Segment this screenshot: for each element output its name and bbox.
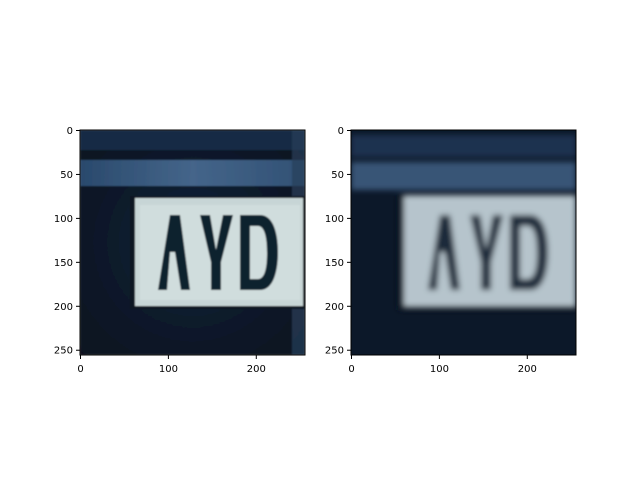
left-image bbox=[80, 130, 305, 355]
left-panel: 0 50 100 150 200 250 0 100 200 bbox=[54, 126, 306, 375]
left-plate-characters bbox=[158, 215, 278, 290]
right-ticks: 0 50 100 150 200 250 0 100 200 bbox=[325, 126, 537, 375]
right-ytick-label: 150 bbox=[325, 258, 344, 269]
left-xtick-label: 100 bbox=[159, 364, 178, 375]
left-ytick-label: 100 bbox=[54, 214, 73, 225]
right-xtick-label: 200 bbox=[518, 364, 537, 375]
left-xtick-label: 200 bbox=[247, 364, 266, 375]
right-ytick-label: 250 bbox=[325, 346, 344, 357]
left-ytick-label: 150 bbox=[54, 258, 73, 269]
right-plate-characters bbox=[428, 215, 548, 290]
left-ytick-label: 250 bbox=[54, 346, 73, 357]
right-panel: 0 50 100 150 200 250 0 100 200 bbox=[325, 126, 577, 375]
right-ytick-label: 200 bbox=[325, 302, 344, 313]
right-ytick-label: 100 bbox=[325, 214, 344, 225]
right-xtick-label: 0 bbox=[348, 364, 354, 375]
left-ytick-label: 200 bbox=[54, 302, 73, 313]
right-xtick-label: 100 bbox=[430, 364, 449, 375]
left-axes-frame bbox=[79, 129, 306, 356]
right-image bbox=[351, 130, 576, 355]
left-ytick-label: 50 bbox=[60, 170, 73, 181]
left-xtick-label: 0 bbox=[77, 364, 83, 375]
left-ticks: 0 50 100 150 200 250 0 100 200 bbox=[54, 126, 266, 375]
right-ytick-label: 0 bbox=[338, 126, 344, 137]
left-ytick-label: 0 bbox=[67, 126, 73, 137]
right-ytick-label: 50 bbox=[331, 170, 344, 181]
right-axes-frame bbox=[350, 129, 577, 356]
